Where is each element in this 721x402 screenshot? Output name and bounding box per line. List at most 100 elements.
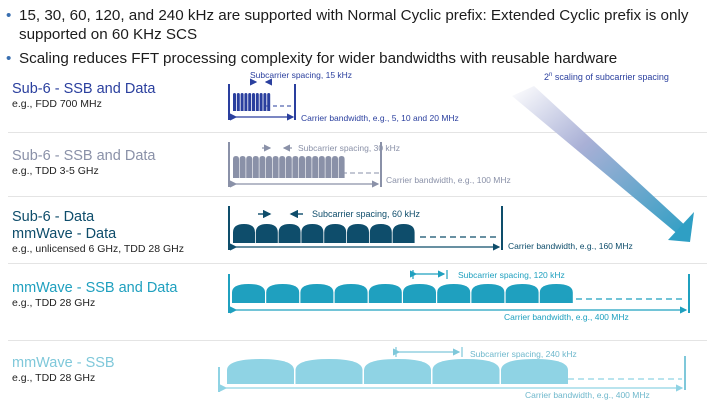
row-divider: [8, 263, 707, 264]
row-diagram-60khz: Subcarrier spacing, 60 kHz Carrier bandw…: [228, 206, 633, 251]
subcarrier: [392, 224, 415, 243]
row-example: e.g., FDD 700 MHz: [12, 98, 102, 110]
subcarrier: [305, 156, 312, 178]
subcarrier: [539, 284, 573, 303]
subcarrier: [244, 93, 248, 111]
bandwidth-label: Carrier bandwidth, e.g., 100 MHz: [386, 175, 511, 185]
subcarrier: [471, 284, 505, 303]
subcarrier: [437, 284, 471, 303]
row-example: e.g., unlicensed 6 GHz, TDD 28 GHz: [12, 243, 184, 255]
subcarrier-group: [232, 284, 573, 303]
bullet-text: 15, 30, 60, 120, and 240 kHz are support…: [19, 7, 689, 43]
subcarrier: [255, 93, 259, 111]
bandwidth-label: Carrier bandwidth, e.g., 5, 10 and 20 MH…: [301, 113, 459, 123]
subcarrier: [300, 284, 334, 303]
subcarrier: [332, 156, 338, 178]
row-title: Sub-6 - SSB and Data: [12, 81, 156, 97]
subcarrier: [301, 224, 324, 243]
subcarrier: [252, 93, 255, 111]
subcarrier: [233, 224, 255, 243]
subcarrier: [501, 359, 568, 384]
scs-label: Subcarrier spacing, 240 kHz: [470, 349, 577, 359]
subcarrier: [325, 156, 332, 178]
subcarrier: [259, 156, 266, 178]
bullet-scs-support: • 15, 30, 60, 120, and 240 kHz are suppo…: [6, 6, 716, 44]
row-title: mmWave - SSB: [12, 355, 115, 371]
row-divider: [8, 196, 707, 197]
row-diagram-240khz: Subcarrier spacing, 240 kHz Carrier band…: [218, 347, 686, 400]
subcarrier: [267, 93, 271, 111]
row-divider: [8, 132, 707, 133]
subcarrier: [266, 156, 272, 178]
row-diagram-15khz: Subcarrier spacing, 15 kHz Carrier bandw…: [228, 70, 459, 123]
subcarrier: [432, 359, 500, 384]
row-diagram-120khz: Subcarrier spacing, 120 kHz Carrier band…: [228, 270, 690, 322]
subcarrier: [338, 156, 345, 178]
row-label-30khz: Sub-6 - SSB and Data e.g., TDD 3-5 GHz: [12, 148, 155, 178]
subcarrier: [232, 284, 265, 303]
bandwidth-label: Carrier bandwidth, e.g., 400 MHz: [504, 312, 629, 322]
subcarrier: [248, 93, 252, 111]
row-example: e.g., TDD 28 GHz: [12, 297, 96, 309]
subcarrier: [324, 224, 347, 243]
scs-label: Subcarrier spacing, 30 kHz: [298, 143, 400, 153]
subcarrier: [318, 156, 325, 178]
subcarrier: [295, 359, 363, 384]
subcarrier-group: [227, 359, 568, 384]
row-label-240khz: mmWave - SSB e.g., TDD 28 GHz: [12, 355, 115, 385]
row-title: Sub-6 - Data: [12, 209, 95, 225]
subcarrier: [252, 156, 259, 178]
subcarrier: [292, 156, 299, 178]
subcarrier: [369, 224, 392, 243]
subcarrier: [246, 156, 253, 178]
subcarrier: [272, 156, 279, 178]
subcarrier: [259, 93, 263, 111]
subcarrier-group: [233, 156, 345, 178]
subcarrier: [364, 359, 431, 384]
subcarrier: [312, 156, 319, 178]
subcarrier: [299, 156, 305, 178]
subcarrier: [240, 93, 244, 111]
subcarrier: [347, 224, 369, 243]
subcarrier: [236, 93, 240, 111]
scs-label: Subcarrier spacing, 60 kHz: [312, 209, 421, 219]
row-title: mmWave - SSB and Data: [12, 280, 178, 296]
bandwidth-label: Carrier bandwidth, e.g., 160 MHz: [508, 241, 633, 251]
subcarrier: [403, 284, 436, 303]
row-diagram-30khz: Subcarrier spacing, 30 kHz Carrier bandw…: [228, 142, 511, 188]
subcarrier: [334, 284, 368, 303]
row-example: e.g., TDD 28 GHz: [12, 372, 96, 384]
row-title: Sub-6 - SSB and Data: [12, 148, 156, 164]
subcarrier: [233, 93, 236, 111]
scaling-label: 2n scaling of subcarrier spacing: [544, 72, 669, 82]
subcarrier-group: [233, 224, 415, 243]
subcarrier: [368, 284, 402, 303]
subcarrier: [263, 93, 267, 111]
scaling-arrow: [512, 86, 694, 242]
bullet-dot: •: [6, 7, 12, 24]
row-label-120khz: mmWave - SSB and Data e.g., TDD 28 GHz: [12, 280, 177, 310]
row-divider: [8, 340, 707, 341]
scs-label: Subcarrier spacing, 15 kHz: [250, 70, 352, 80]
row-label-15khz: Sub-6 - SSB and Data e.g., FDD 700 MHz: [12, 81, 155, 111]
subcarrier: [505, 284, 539, 303]
subcarrier: [279, 156, 286, 178]
row-example: e.g., TDD 3-5 GHz: [12, 165, 99, 177]
row-label-60khz: Sub-6 - Data mmWave - Data e.g., unlicen…: [12, 209, 184, 256]
subcarrier: [233, 156, 239, 178]
subcarrier: [239, 156, 246, 178]
row-title-secondary: mmWave - Data: [12, 226, 117, 242]
subcarrier: [227, 359, 294, 384]
bullet-scaling: • Scaling reduces FFT processing complex…: [6, 49, 716, 68]
subcarrier: [266, 284, 300, 303]
bullet-dot: •: [6, 50, 12, 67]
subcarrier: [255, 224, 278, 243]
subcarrier: [278, 224, 301, 243]
bullet-text: Scaling reduces FFT processing complexit…: [19, 50, 618, 67]
subcarrier: [285, 156, 292, 178]
subcarrier-group: [233, 93, 271, 111]
scs-label: Subcarrier spacing, 120 kHz: [458, 270, 565, 280]
bandwidth-label: Carrier bandwidth, e.g., 400 MHz: [525, 390, 650, 400]
bullet-list: • 15, 30, 60, 120, and 240 kHz are suppo…: [6, 6, 716, 73]
